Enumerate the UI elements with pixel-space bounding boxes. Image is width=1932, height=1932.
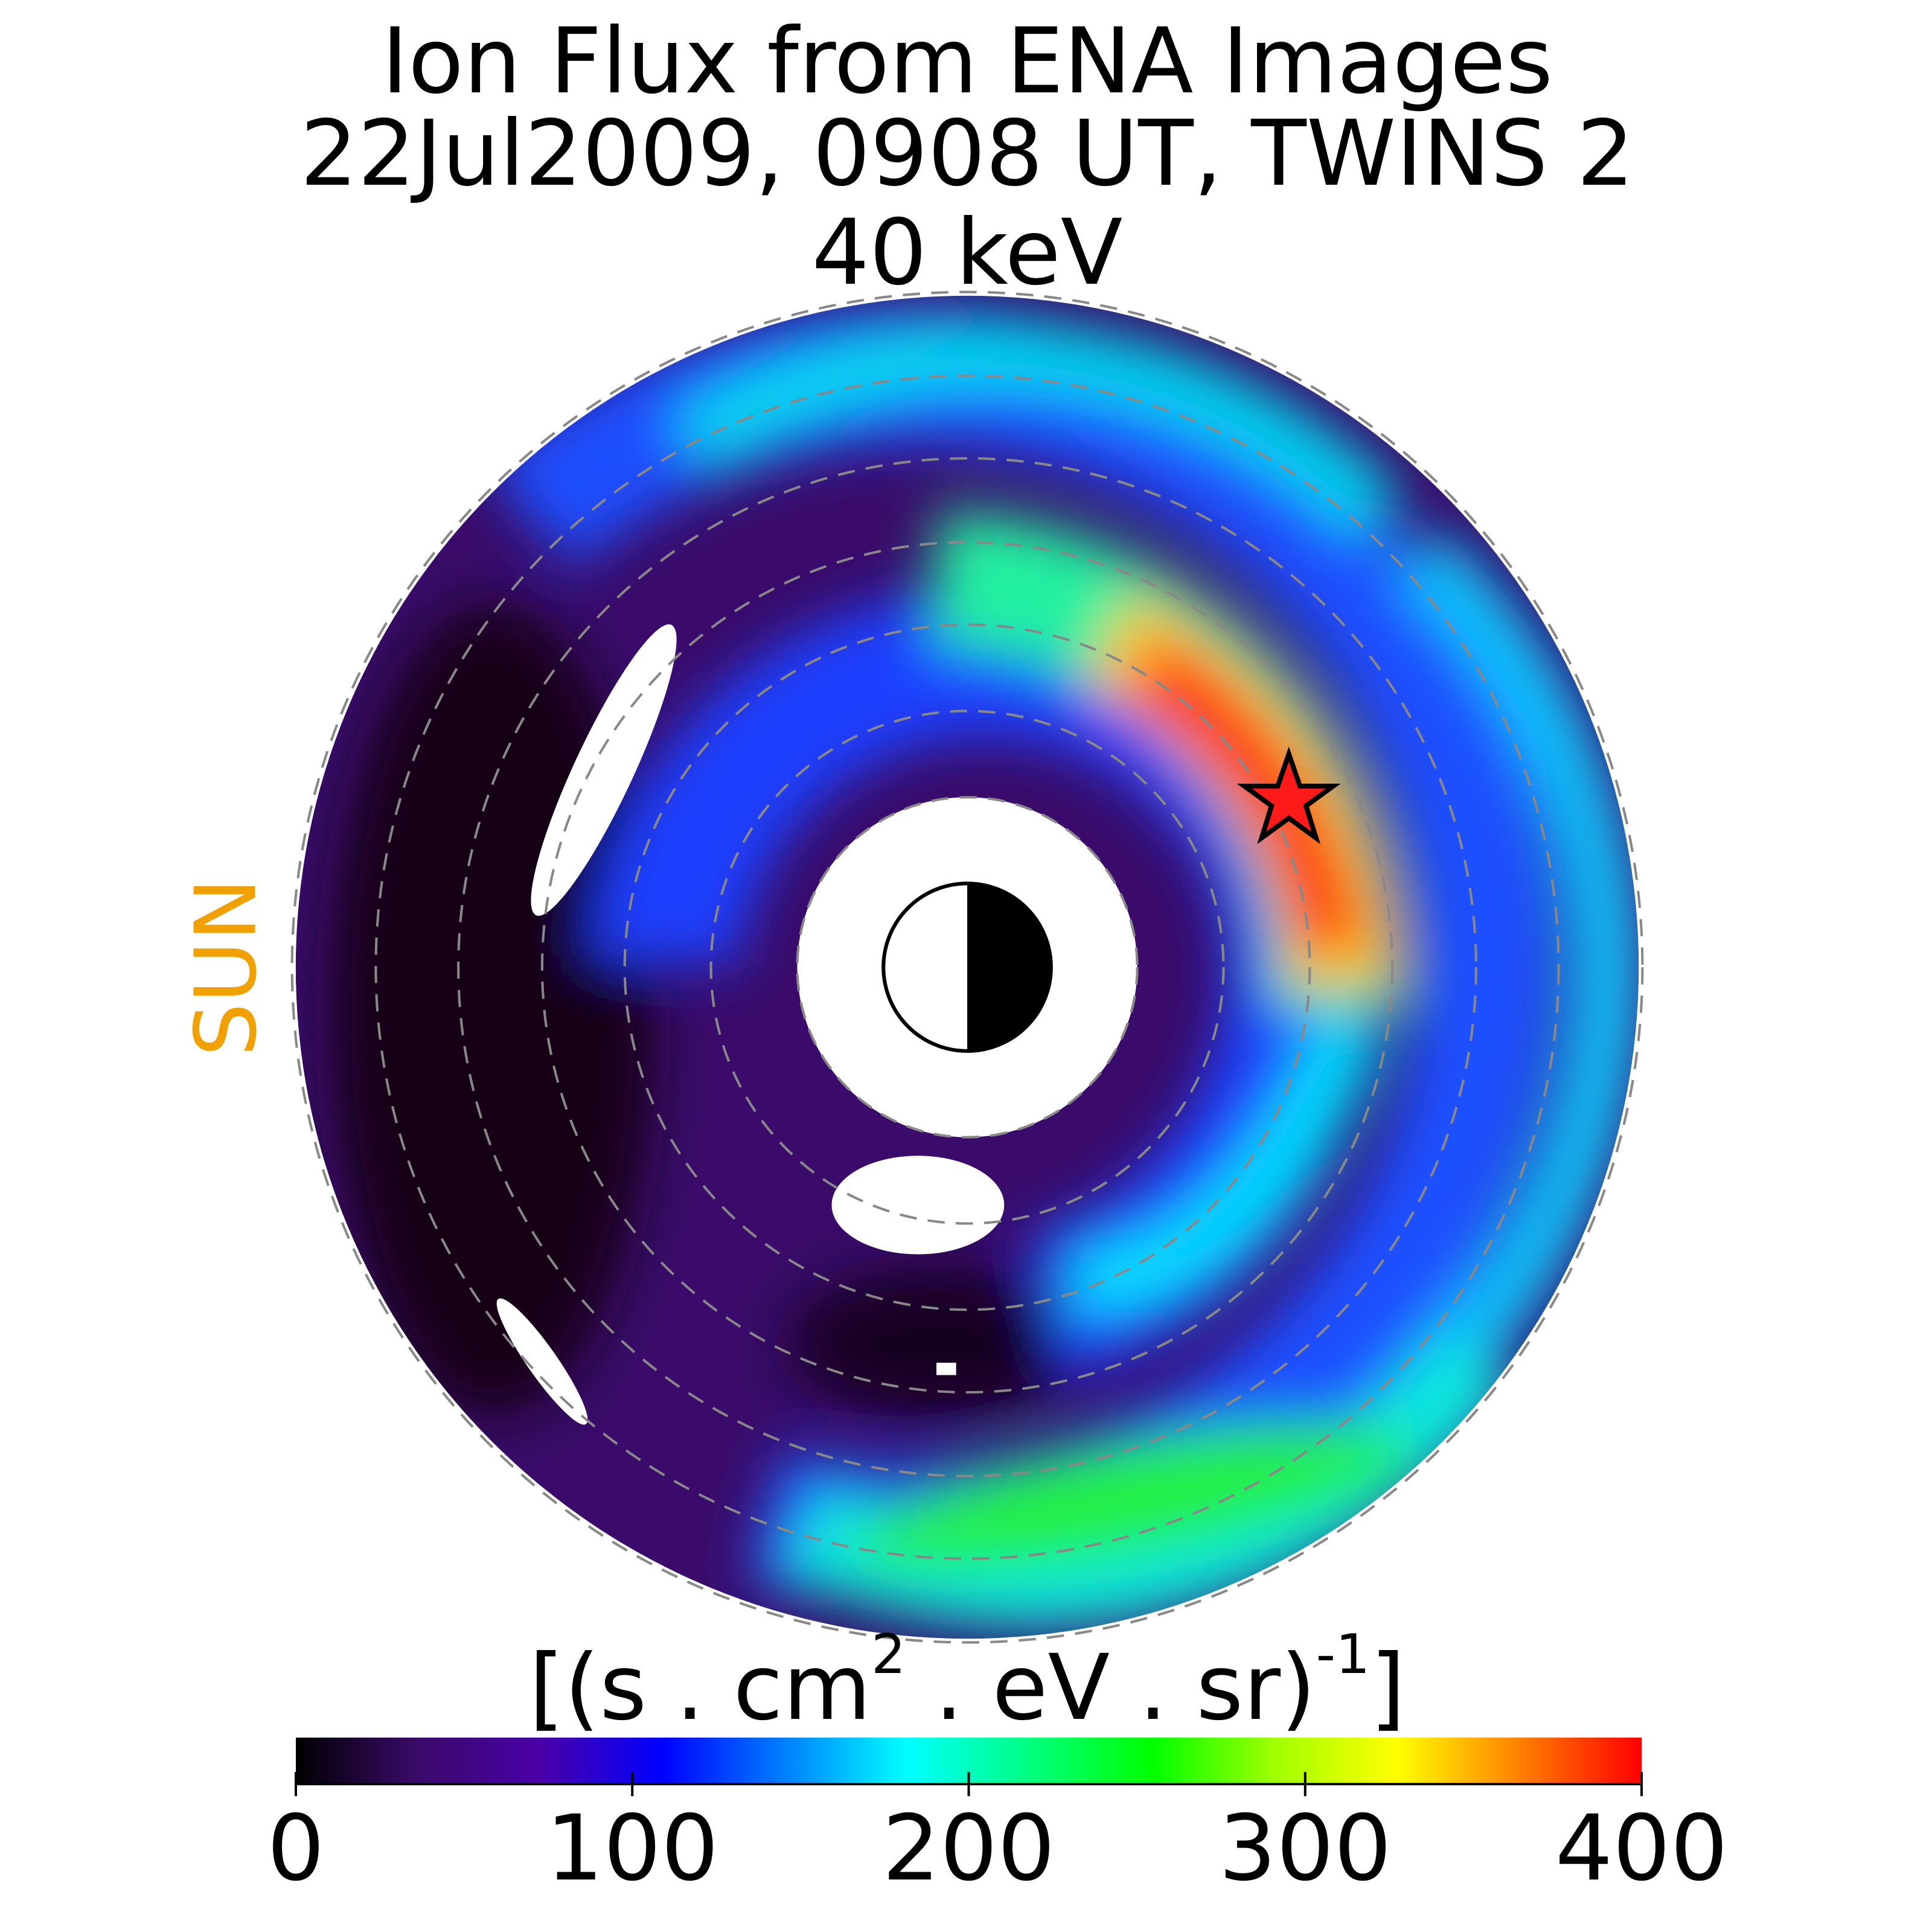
title-line: 40 keV	[812, 200, 1123, 305]
colorbar-tick-label: 200	[882, 1796, 1055, 1901]
colorbar-label: [(s . cm2 . eV . sr)-1]	[529, 1623, 1406, 1741]
colorbar-tick-label: 300	[1219, 1796, 1392, 1901]
colorbar-tick-label: 0	[267, 1796, 324, 1901]
colorbar-tick-label: 400	[1555, 1796, 1728, 1901]
colorbar-tick-label: 100	[546, 1796, 718, 1901]
star-marker	[1236, 746, 1341, 845]
title-line: Ion Flux from ENA Images	[382, 9, 1553, 114]
colorbar-axis: 0 100 200 300 400	[267, 1772, 1728, 1901]
flux-map	[290, 290, 1644, 1644]
title-line: 22Jul2009, 0908 UT, TWINS 2	[300, 101, 1634, 206]
sun-label: SUN	[178, 878, 276, 1057]
